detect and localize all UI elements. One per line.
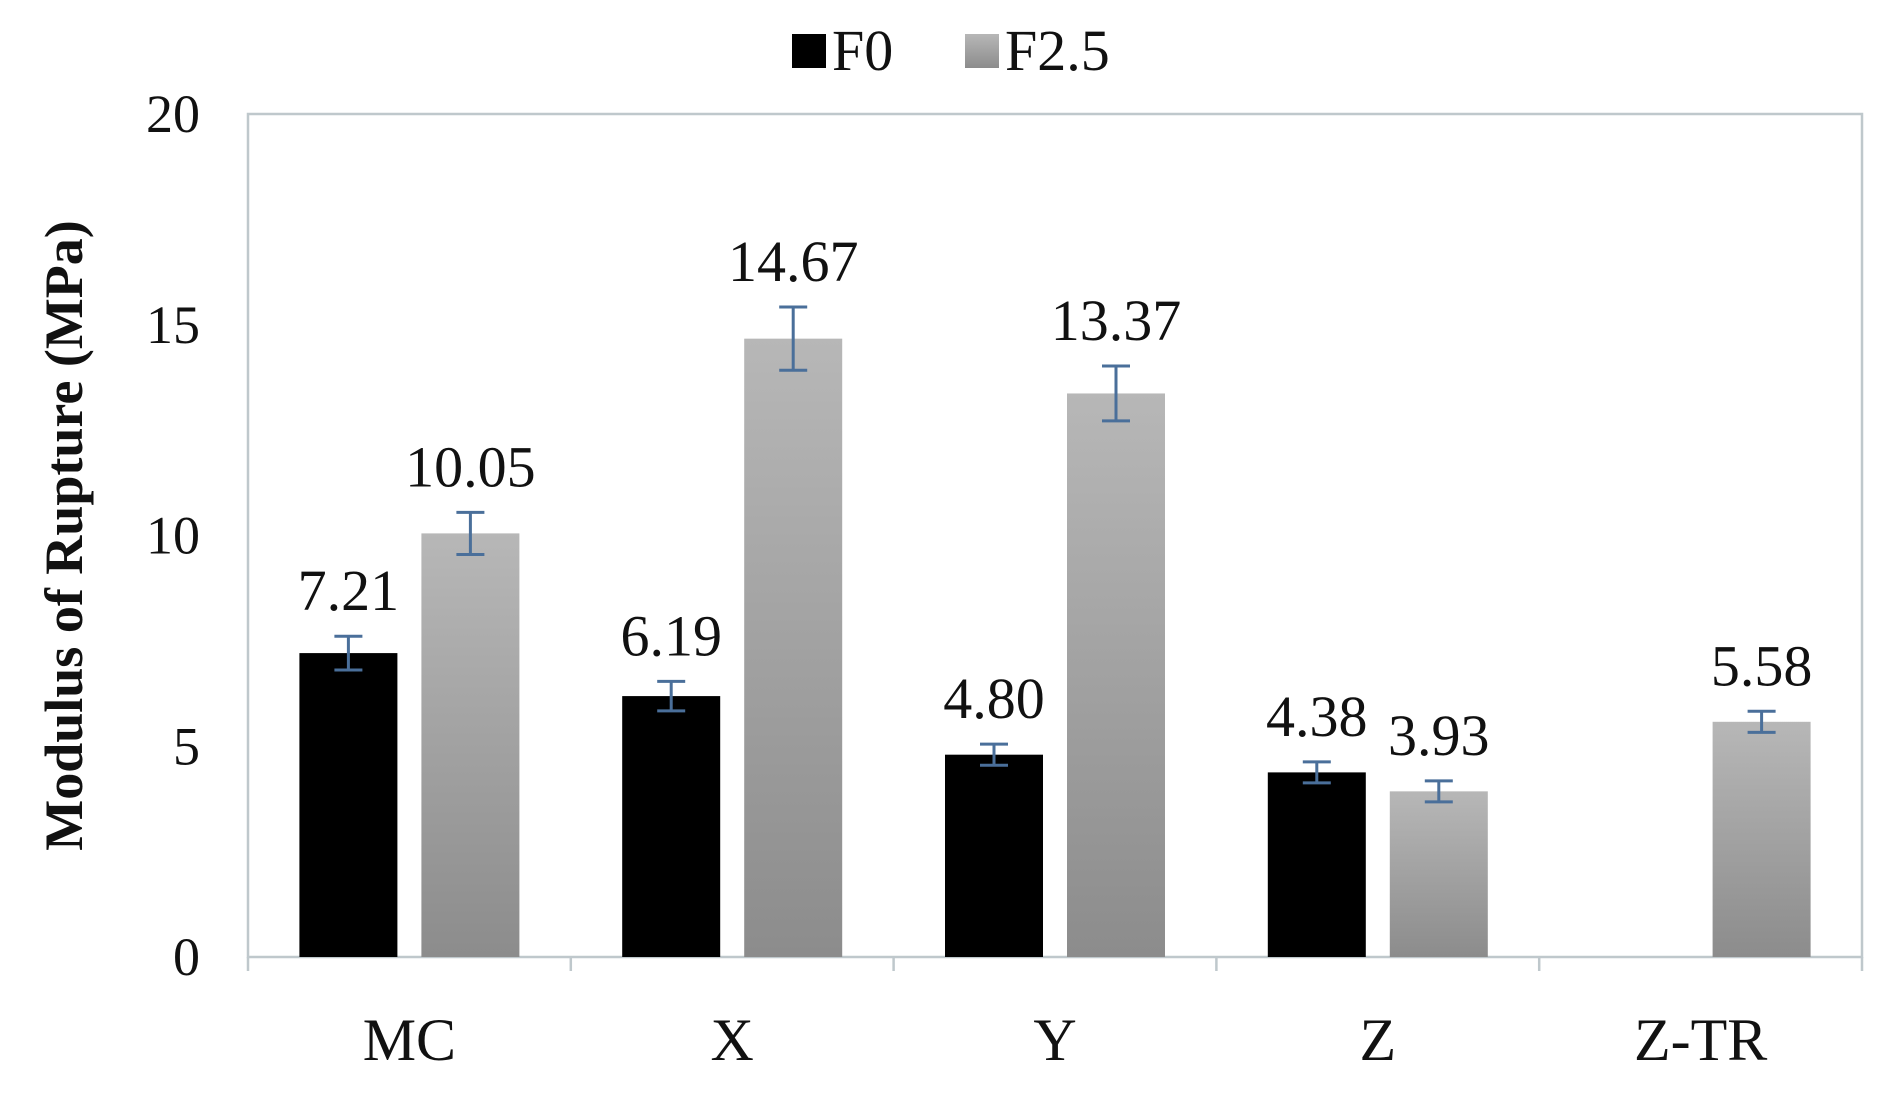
legend: F0 F2.5 xyxy=(792,18,1110,83)
bar-F0-X xyxy=(622,696,721,957)
bar-F0-Z xyxy=(1267,772,1366,957)
y-axis-title: Modulus of Rupture (MPa) xyxy=(34,220,94,851)
bar-F0-Y xyxy=(945,754,1043,957)
bar-F2.5-Y xyxy=(1067,393,1165,958)
data-label-F2.5-Z-TR: 5.58 xyxy=(1711,633,1813,698)
y-tick-label: 5 xyxy=(173,716,200,776)
legend-swatch-F2.5 xyxy=(965,34,999,68)
data-label-F0-Y: 4.80 xyxy=(943,666,1045,731)
plot-area-border xyxy=(246,112,1864,959)
error-bar-F0-MC xyxy=(334,634,363,672)
x-tick-label: Z-TR xyxy=(1634,1007,1767,1073)
error-bar-F0-Y xyxy=(980,742,1008,767)
error-bar-F2.5-X xyxy=(779,305,808,372)
x-axis-ticks: MC X Y Z Z-TR xyxy=(246,957,1864,1073)
error-bar-F0-X xyxy=(657,679,686,713)
legend-label-F2.5: F2.5 xyxy=(1005,18,1110,83)
legend-item-F2.5: F2.5 xyxy=(965,18,1110,83)
bar-F2.5-X xyxy=(744,338,843,957)
x-tick-label: X xyxy=(711,1007,754,1073)
bar-F2.5-Z-TR xyxy=(1712,721,1811,957)
error-bar-F2.5-Y xyxy=(1102,364,1130,423)
y-tick-label: 0 xyxy=(173,927,200,987)
data-label-F2.5-Z: 3.93 xyxy=(1388,703,1490,768)
data-label-F2.5-Y: 13.37 xyxy=(1051,288,1182,353)
data-label-F2.5-MC: 10.05 xyxy=(405,434,536,499)
y-tick-label: 15 xyxy=(146,295,200,355)
data-label-F2.5-X: 14.67 xyxy=(728,229,859,294)
data-label-F0-X: 6.19 xyxy=(620,603,722,668)
plot-frame xyxy=(246,112,1864,959)
bar-F0-MC xyxy=(299,653,398,957)
error-bar-F0-Z xyxy=(1302,760,1331,785)
data-label-F0-Z: 4.38 xyxy=(1266,684,1368,749)
y-axis-title-group: Modulus of Rupture (MPa) xyxy=(34,220,94,851)
legend-swatch-F0 xyxy=(792,34,826,68)
legend-item-F0: F0 xyxy=(792,18,893,83)
x-tick-label: MC xyxy=(363,1007,456,1073)
bar-F2.5-Z xyxy=(1389,791,1488,957)
bar-F2.5-MC xyxy=(421,533,520,957)
error-bar-F2.5-Z-TR xyxy=(1747,709,1776,734)
error-bar-F2.5-MC xyxy=(456,510,485,556)
x-tick-label: Y xyxy=(1033,1007,1076,1073)
x-tick-label: Z xyxy=(1359,1007,1396,1073)
y-tick-label: 20 xyxy=(146,84,200,144)
data-label-F0-MC: 7.21 xyxy=(298,558,400,623)
y-tick-label: 10 xyxy=(146,506,200,566)
error-bar-F2.5-Z xyxy=(1424,779,1453,804)
y-axis-ticks: 0 5 10 15 20 xyxy=(146,84,200,987)
legend-label-F0: F0 xyxy=(832,18,893,83)
